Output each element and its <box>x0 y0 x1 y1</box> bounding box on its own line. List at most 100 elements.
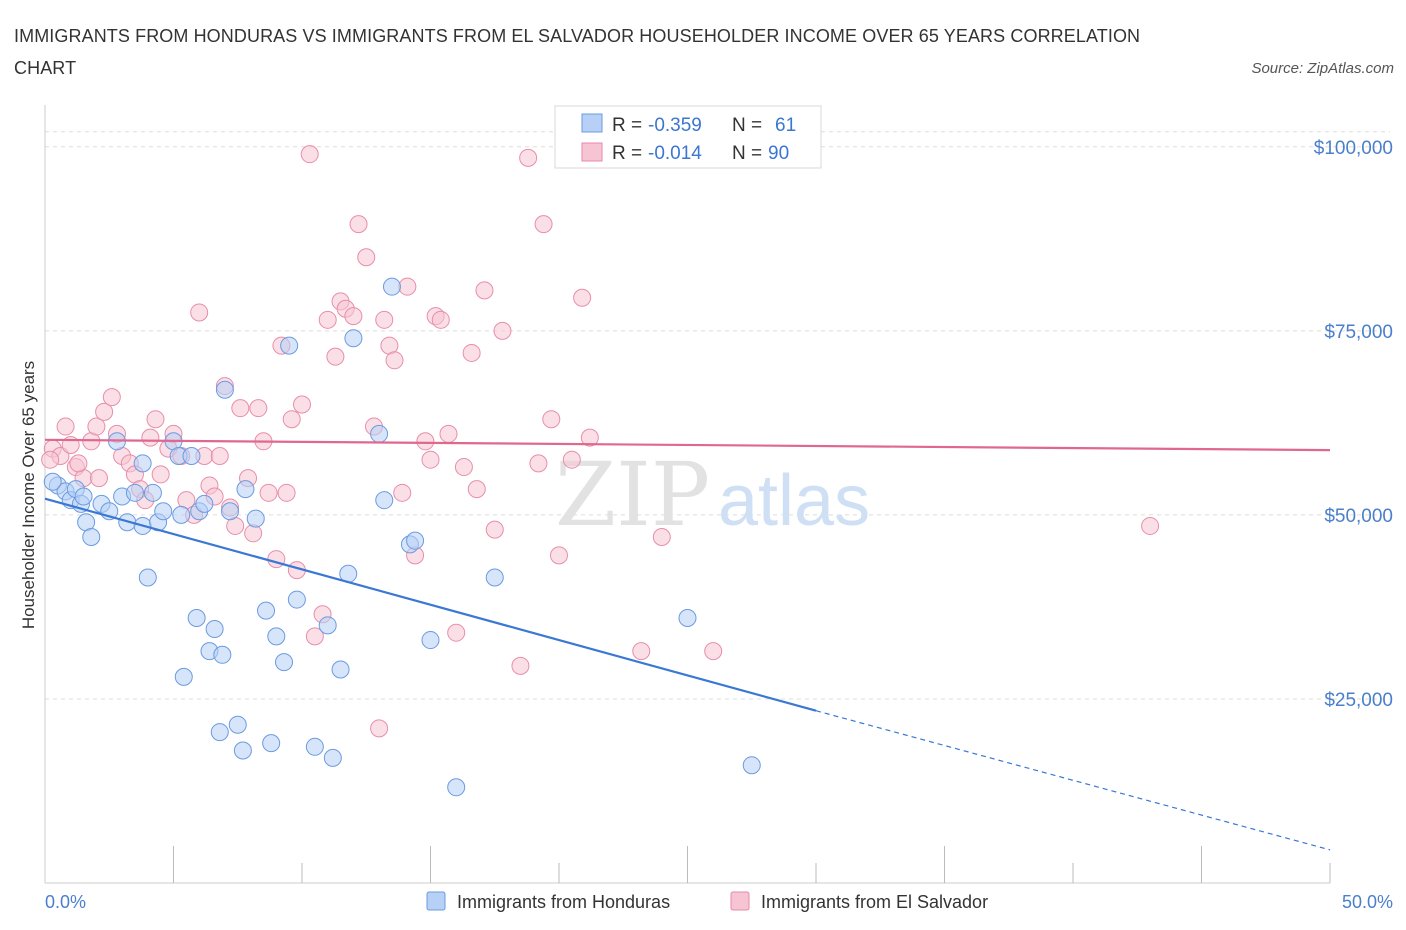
el-salvador-point <box>375 310 394 329</box>
honduras-point <box>154 502 173 521</box>
y-axis-label: Householder Income Over 65 years <box>19 361 38 629</box>
el-salvador-point <box>416 432 435 451</box>
legend-swatch-el-salvador <box>581 142 603 162</box>
el-salvador-point <box>462 343 481 362</box>
el-salvador-point <box>431 310 450 329</box>
honduras-trend-extension <box>815 710 1331 851</box>
honduras-point <box>421 631 440 650</box>
honduras-point <box>267 627 286 646</box>
el-salvador-point <box>529 454 548 473</box>
el-salvador-point <box>704 642 723 661</box>
el-salvador-point <box>277 483 296 502</box>
honduras-point <box>182 447 201 466</box>
el-salvador-point <box>550 546 568 565</box>
bottom-legend: Immigrants from Honduras Immigrants from… <box>426 891 988 912</box>
el-salvador-point <box>89 469 108 488</box>
el-salvador-point <box>305 627 324 646</box>
watermark-atlas: atlas <box>718 461 870 541</box>
honduras-point <box>382 277 401 296</box>
el-salvador-point <box>454 458 473 477</box>
honduras-point <box>228 715 247 734</box>
el-salvador-point <box>542 410 561 429</box>
honduras-point <box>213 645 232 664</box>
el-salvador-point <box>447 623 466 642</box>
el-salvador-point <box>102 388 121 407</box>
el-salvador-point <box>69 454 88 473</box>
el-salvador-point <box>421 450 440 469</box>
y-tick-label-2: $75,000 <box>1324 322 1393 343</box>
honduras-point <box>215 380 234 399</box>
legend-n-label-1: N = <box>732 115 762 136</box>
el-salvador-point <box>210 447 229 466</box>
honduras-point <box>323 748 342 767</box>
el-salvador-point <box>41 450 60 469</box>
honduras-point <box>187 608 206 627</box>
honduras-point <box>485 568 504 587</box>
el-salvador-point <box>318 310 337 329</box>
honduras-point <box>305 737 324 756</box>
legend-r-value-1: -0.359 <box>648 115 702 136</box>
el-salvador-point <box>95 402 114 421</box>
legend-box: R = -0.359 N = 61 R = -0.014 N = 90 <box>554 105 822 169</box>
series-honduras-points <box>43 277 761 797</box>
honduras-point <box>246 509 265 528</box>
el-salvador-point <box>439 424 458 443</box>
y-tick-label-3: $100,000 <box>1314 138 1393 159</box>
el-salvador-point <box>141 428 160 447</box>
el-salvador-point <box>562 450 581 469</box>
legend-r-label-2: R = <box>612 143 642 164</box>
el-salvador-point <box>293 395 311 414</box>
grid-lines <box>45 131 1390 700</box>
legend-n-value-2: 90 <box>768 143 789 164</box>
y-tick-label-1: $50,000 <box>1324 506 1393 527</box>
el-salvador-point <box>493 321 512 340</box>
bottom-legend-honduras: Immigrants from Honduras <box>457 892 670 912</box>
el-salvador-point <box>534 215 553 234</box>
honduras-point <box>233 741 252 760</box>
el-salvador-point <box>259 483 278 502</box>
honduras-point <box>406 531 425 550</box>
honduras-point <box>318 616 337 635</box>
bottom-legend-swatch-el-salvador <box>730 891 750 911</box>
honduras-point <box>43 472 62 491</box>
legend-n-label-2: N = <box>732 143 762 164</box>
el-salvador-point <box>244 524 263 543</box>
el-salvador-trend-line <box>44 438 1331 452</box>
honduras-point <box>82 527 101 546</box>
series-el-salvador-points <box>41 145 1160 738</box>
honduras-point <box>174 667 193 686</box>
honduras-point <box>172 505 191 524</box>
honduras-point <box>287 590 306 609</box>
honduras-point <box>125 483 144 502</box>
legend-r-value-2: -0.014 <box>648 143 702 164</box>
honduras-point <box>74 487 93 506</box>
honduras-point <box>370 424 389 443</box>
el-salvador-point <box>580 428 599 447</box>
el-salvador-point <box>385 351 404 370</box>
el-salvador-point <box>87 417 106 436</box>
el-salvador-point <box>370 719 389 738</box>
y-tick-label-0: $25,000 <box>1324 690 1393 711</box>
el-salvador-point <box>652 527 671 546</box>
honduras-point <box>344 329 363 348</box>
honduras-point <box>331 660 350 679</box>
x-tick-label-1: 50.0% <box>1342 892 1393 912</box>
bottom-legend-swatch-honduras <box>426 891 446 911</box>
legend-n-value-1: 61 <box>775 115 796 136</box>
el-salvador-point <box>326 347 345 366</box>
el-salvador-point <box>249 399 268 418</box>
legend-swatch-honduras <box>581 113 603 133</box>
el-salvador-point <box>393 483 412 502</box>
el-salvador-point <box>344 307 363 326</box>
trend-lines <box>44 438 1331 851</box>
el-salvador-point <box>632 642 651 661</box>
honduras-point <box>143 483 162 502</box>
el-salvador-point <box>349 215 368 234</box>
el-salvador-point <box>1141 516 1160 535</box>
el-salvador-point <box>475 281 494 300</box>
chart-title: IMMIGRANTS FROM HONDURAS VS IMMIGRANTS F… <box>14 26 1141 78</box>
el-salvador-point <box>573 288 592 307</box>
el-salvador-point <box>151 465 170 484</box>
honduras-point <box>236 480 255 499</box>
